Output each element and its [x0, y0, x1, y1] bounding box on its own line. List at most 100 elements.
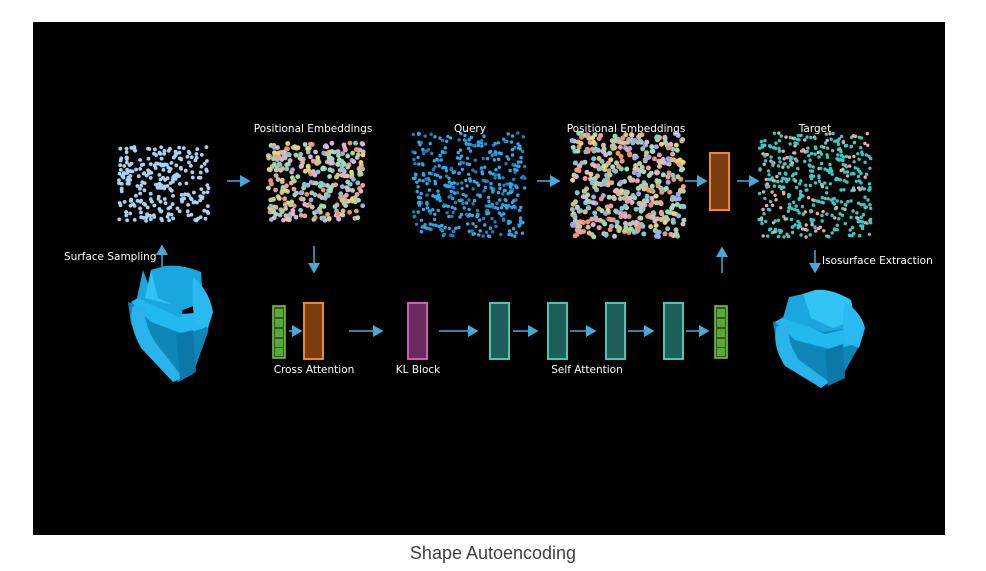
point	[464, 212, 469, 217]
point	[447, 214, 451, 219]
point	[193, 158, 198, 163]
point	[653, 223, 659, 228]
point	[574, 232, 580, 238]
point	[835, 228, 839, 232]
point	[785, 155, 789, 160]
point	[291, 178, 296, 184]
point	[610, 217, 616, 223]
point	[129, 197, 133, 202]
point	[520, 149, 525, 154]
point	[467, 207, 471, 212]
point	[315, 169, 321, 175]
point	[433, 135, 437, 139]
point	[791, 136, 795, 140]
point	[456, 150, 460, 155]
point	[584, 198, 590, 204]
point	[118, 168, 123, 172]
point	[483, 142, 488, 146]
point	[856, 174, 861, 179]
point	[608, 223, 614, 229]
point	[205, 190, 210, 195]
point	[139, 163, 144, 167]
point	[573, 174, 579, 180]
point	[347, 181, 353, 187]
point	[497, 165, 501, 169]
point	[825, 234, 829, 238]
point	[119, 186, 124, 191]
point	[670, 194, 676, 200]
point	[797, 196, 801, 201]
point	[850, 234, 854, 238]
point	[454, 226, 458, 230]
point	[774, 198, 778, 202]
point	[295, 174, 301, 180]
point	[134, 193, 138, 198]
point	[808, 174, 813, 179]
point	[190, 170, 195, 175]
point	[495, 201, 499, 205]
point	[681, 217, 687, 223]
point	[159, 209, 164, 214]
point	[482, 134, 486, 138]
point	[355, 152, 361, 158]
point	[665, 179, 671, 185]
point	[597, 217, 603, 223]
point	[508, 182, 512, 186]
point	[195, 147, 200, 151]
point	[774, 141, 778, 145]
point	[185, 209, 190, 214]
point	[445, 139, 449, 143]
point	[764, 177, 768, 182]
point	[358, 188, 364, 194]
point	[507, 232, 511, 237]
point	[851, 171, 855, 176]
point	[622, 195, 628, 201]
point	[134, 167, 138, 172]
label-surface-sampling: Surface Sampling	[64, 251, 157, 263]
point	[414, 222, 419, 226]
point	[432, 217, 437, 222]
point	[298, 151, 303, 157]
point	[474, 224, 478, 229]
point	[506, 191, 510, 196]
point	[823, 196, 827, 201]
point	[632, 195, 638, 201]
point	[816, 150, 820, 155]
point	[425, 202, 429, 206]
point	[519, 160, 523, 164]
point	[857, 201, 861, 205]
point	[845, 174, 850, 178]
point	[663, 186, 669, 191]
point	[355, 215, 361, 221]
point	[666, 170, 672, 176]
point	[480, 170, 484, 174]
point	[153, 147, 157, 152]
point	[279, 209, 285, 214]
point	[632, 138, 638, 143]
point	[578, 208, 583, 214]
point	[859, 215, 863, 219]
point	[450, 214, 454, 219]
point	[778, 160, 782, 164]
point	[794, 204, 798, 208]
point	[570, 201, 576, 207]
point	[140, 180, 145, 185]
point	[284, 162, 289, 168]
point	[286, 152, 292, 158]
point	[202, 208, 207, 213]
point	[468, 179, 473, 183]
point	[431, 194, 435, 198]
point	[120, 173, 125, 178]
point	[776, 218, 781, 222]
point	[185, 192, 190, 197]
point	[449, 233, 453, 237]
point	[129, 161, 134, 166]
point	[279, 157, 285, 162]
point	[783, 217, 787, 221]
point	[654, 178, 660, 184]
point	[841, 167, 845, 171]
point	[818, 225, 823, 229]
point	[330, 160, 335, 166]
positional-embedding-cloud-1	[265, 140, 366, 223]
point	[423, 223, 427, 227]
